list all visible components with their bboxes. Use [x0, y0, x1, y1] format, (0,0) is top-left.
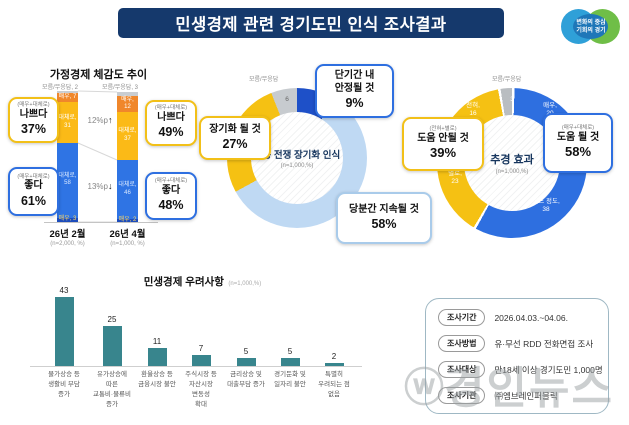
gyeonggi-logo: 변화의 중심 기회의 경기 — [558, 5, 624, 49]
chart1-title: 가정경제 체감도 추이 — [49, 69, 148, 81]
logo-overlap-ellipse — [573, 14, 608, 39]
dk-caption: 모름/무응답 — [249, 77, 279, 83]
info-value: ㈜엠브레인퍼블릭 — [494, 390, 558, 401]
segment-somewhat-good: 대체로, 46 — [117, 159, 138, 220]
info-row: 조사방법 유·무선 RDD 전화면접 조사 — [438, 335, 593, 352]
info-value: 유·무선 RDD 전화면접 조사 — [494, 338, 594, 349]
bar — [280, 358, 300, 366]
bar-category: 특별히 우려되는 점 없음 — [318, 371, 350, 399]
segment-somewhat-bad: 대체로, 31 — [57, 102, 78, 143]
segment-very-bad: 매우, 7 — [57, 93, 78, 103]
segment-label: 대체로, 37 — [118, 128, 137, 142]
segment-label: 매우, 2 — [118, 217, 137, 224]
info-label: 조사방법 — [438, 335, 486, 352]
page-title: 민생경제 관련 경기도민 인식 조사결과 — [175, 16, 447, 34]
xlabel-apr: 26년 4월 (n=1,000, %) — [109, 229, 146, 247]
x-axis-line — [30, 366, 362, 367]
info-row: 조사기관 ㈜엠브레인퍼블릭 — [438, 387, 558, 404]
bar-column: 7 — [177, 284, 225, 366]
logo-text: 변화의 중심 기회의 경기 — [576, 19, 606, 34]
callout-bad-apr: (매우+대체로) 나쁘다 49% — [145, 100, 197, 146]
callout-prolonged: 장기화 될 것 27% — [199, 116, 271, 160]
info-label: 조사기간 — [438, 309, 486, 326]
bar-category: 환율상승 등 금융시장 불안 — [138, 371, 176, 389]
dk-label-apr: 모름/무응답, 3 — [102, 85, 138, 91]
segment-label: 대체로, 58 — [58, 173, 77, 187]
chart4-title: 민생경제 우려사항 (n=1,000,%) — [143, 276, 262, 288]
callout-continue: 당분간 지속될 것 58% — [336, 192, 432, 244]
callout-good-apr: (매우+대체로) 좋다 48% — [145, 172, 197, 220]
segment-dk — [57, 90, 78, 94]
bar — [191, 354, 211, 366]
slice-label-dk: 3 — [510, 96, 514, 103]
info-value: 만18세 이상 경기도민 1,000명 — [494, 364, 603, 375]
slice-label-dk: 6 — [285, 96, 289, 103]
slice-label-not-really: 별로, 23 — [448, 170, 462, 186]
budget-effect-chart: 추경 효과 (n=1,000,%) 모름/무응답 매우, 20 어느 정도, 3… — [400, 60, 629, 265]
segment-very-good: 매우, 3 — [57, 216, 78, 223]
info-value: 2026.04.03.~04.06. — [494, 312, 568, 323]
stacked-bar-feb: 매우, 7 대체로, 31 대체로, 58 매우, 3 — [57, 90, 78, 223]
bar-column: 2 — [310, 284, 358, 366]
page-title-bar: 민생경제 관련 경기도민 인식 조사결과 — [118, 8, 504, 38]
concerns-bar-chart: 민생경제 우려사항 (n=1,000,%) 43 물가상승 등 생활비 부담 증… — [30, 272, 410, 422]
segment-somewhat-bad: 대체로, 37 — [117, 111, 138, 160]
bar — [324, 362, 344, 366]
callout-short-term: 단기간 내 안정될 것 9% — [315, 64, 394, 118]
info-row: 조사대상 만18세 이상 경기도민 1,000명 — [438, 361, 603, 378]
bar-category: 금리상승 및 대출부담 증가 — [227, 371, 265, 389]
dk-label-feb: 모름/무응답, 2 — [42, 85, 78, 91]
slice-label-not-at-all: 전혀, 16 — [466, 102, 480, 118]
bar-category: 경기둔화 및 일자리 불안 — [274, 371, 306, 389]
bar — [102, 326, 122, 366]
callout-bad-feb: (매우+대체로) 나쁘다 37% — [8, 97, 59, 143]
slice-label-somewhat: 어느 정도, 38 — [532, 198, 560, 214]
xlabel-feb: 26년 2월 (n=2,000, %) — [49, 229, 86, 247]
bar-category: 물가상승 등 생활비 부담 증가 — [48, 371, 80, 399]
bar — [147, 348, 167, 366]
segment-very-bad: 매우, 12 — [117, 95, 138, 112]
bar-column: 5 — [222, 284, 270, 366]
callout-helpful: (매우+대체로) 도움 될 것 58% — [543, 113, 613, 173]
war-outlook-chart: 중동 전쟁 장기화 인식 (n=1,000,%) 모름/무응답 6 단기간 내 … — [199, 60, 432, 265]
bar — [236, 358, 256, 366]
bar-column: 5 — [266, 284, 314, 366]
info-row: 조사기간 2026.04.03.~04.06. — [438, 309, 568, 326]
survey-info-panel: 조사기간 2026.04.03.~04.06. 조사방법 유·무선 RDD 전화… — [425, 298, 609, 414]
bar-category: 주식시장 등 자산시장 변동성 확대 — [185, 371, 217, 409]
bar-category: 유가상승에 따른 교통비·물류비 증가 — [92, 371, 132, 409]
bar-column: 11 — [133, 284, 181, 366]
callout-good-feb: (매우+대체로) 좋다 61% — [8, 167, 59, 216]
dk-caption: 모름/무응답 — [492, 77, 522, 83]
bar-column: 43 — [40, 284, 88, 366]
segment-somewhat-good: 대체로, 58 — [57, 142, 78, 219]
segment-dk — [117, 92, 138, 96]
info-label: 조사대상 — [438, 361, 486, 378]
segment-very-good: 매우, 2 — [117, 217, 138, 224]
stacked-bar-apr: 매우, 12 대체로, 37 대체로, 46 매우, 2 — [117, 92, 138, 224]
bar — [54, 297, 74, 366]
info-label: 조사기관 — [438, 387, 486, 404]
change-up-annotation: 12%p↑ — [87, 115, 113, 125]
segment-label: 매우, 12 — [121, 96, 134, 110]
bar-column: 25 — [88, 284, 136, 366]
change-down-annotation: 13%p↓ — [87, 181, 113, 191]
segment-label: 대체로, 46 — [118, 182, 137, 196]
callout-not-helpful: (전혀+별로) 도움 안될 것 39% — [402, 117, 484, 171]
household-econ-trend-chart: 가정경제 체감도 추이 모름/무응답, 2 모름/무응답, 3 매우, 7 대체… — [6, 60, 206, 265]
segment-label: 대체로, 31 — [58, 115, 77, 129]
segment-label: 매우, 3 — [58, 216, 77, 223]
segment-label: 매우, 7 — [58, 94, 77, 101]
